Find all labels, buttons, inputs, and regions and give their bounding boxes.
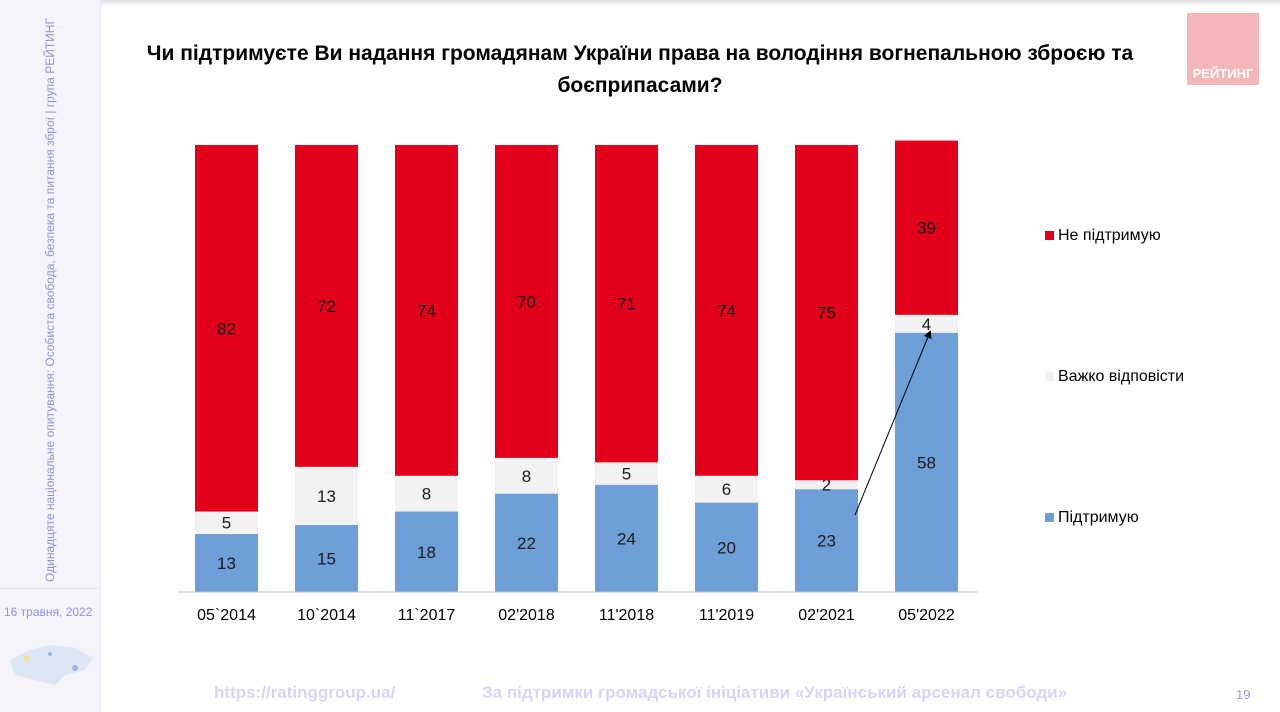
bar-segment [195, 511, 258, 534]
trend-arrow [854, 330, 932, 516]
data-label: 75 [817, 304, 836, 323]
bar-segment [895, 314, 958, 333]
data-label: 5 [222, 514, 231, 533]
legend-label: Важко відповісти [1058, 368, 1184, 385]
bar-segment [495, 493, 558, 592]
data-label: 82 [217, 319, 236, 338]
data-label: 15 [317, 549, 336, 568]
bar-segment [695, 502, 758, 592]
legend-label: Не підтримую [1058, 227, 1161, 244]
data-label: 71 [617, 295, 636, 314]
data-label: 8 [422, 485, 431, 504]
data-label: 20 [717, 538, 736, 557]
bar-segment [395, 145, 458, 476]
data-label: 5 [622, 465, 631, 484]
x-tick-label: 11'2019 [699, 607, 754, 624]
data-label: 18 [417, 543, 436, 562]
bar-segment [295, 524, 358, 592]
bar-segment [195, 145, 258, 512]
legend-swatch [1045, 231, 1054, 240]
rating-logo: РЕЙТИНГ [1187, 13, 1259, 85]
data-label: 23 [817, 532, 836, 551]
data-label: 2 [822, 476, 831, 495]
bar-segment [295, 145, 358, 467]
bar-segment [595, 145, 658, 463]
data-label: 39 [917, 219, 936, 238]
bar-segment [795, 480, 858, 490]
bar-segment [495, 457, 558, 494]
data-label: 72 [317, 297, 336, 316]
data-label: 74 [717, 301, 736, 320]
data-label: 24 [617, 529, 636, 548]
x-tick-label: 10`2014 [297, 607, 356, 624]
bar-segment [295, 466, 358, 525]
page-number: 19 [1236, 687, 1251, 702]
chart-title: Чи підтримуєте Ви надання громадянам Укр… [146, 42, 1134, 97]
data-label: 13 [317, 487, 336, 506]
data-label: 8 [522, 467, 531, 486]
website-link[interactable]: https://ratinggroup.ua/ [214, 683, 396, 702]
sidebar: Одинадцяте національне опитування: Особи… [0, 0, 101, 712]
x-tick-label: 05'2022 [898, 607, 955, 624]
data-label: 70 [517, 292, 536, 311]
legend-swatch [1045, 513, 1054, 522]
legend-swatch [1045, 372, 1054, 381]
x-tick-label: 11'2018 [599, 607, 654, 624]
bar-segment [495, 145, 558, 458]
bar-segment [895, 140, 958, 315]
date-label: 16 травня, 2022 [4, 605, 93, 619]
bar-segment [595, 462, 658, 485]
support-note: За підтримки громадської ініціативи «Укр… [482, 683, 1068, 702]
x-tick-label: 11`2017 [398, 607, 456, 624]
bar-segment [795, 145, 858, 481]
bar-segment [695, 475, 758, 503]
data-label: 22 [517, 534, 536, 553]
bar-segment [795, 489, 858, 592]
bar-segment [895, 332, 958, 592]
bar-segment [395, 511, 458, 592]
legend-label: Підтримую [1058, 509, 1139, 526]
data-label: 13 [217, 554, 236, 573]
data-label: 58 [917, 453, 936, 472]
bar-segment [395, 475, 458, 512]
x-tick-label: 05`2014 [197, 607, 256, 624]
logo-text: РЕЙТИНГ [1192, 66, 1254, 81]
bar-segment [195, 533, 258, 592]
x-tick-label: 02'2018 [498, 607, 555, 624]
ukraine-map-icon [10, 645, 93, 685]
bar-segment [595, 484, 658, 592]
data-label: 74 [417, 301, 436, 320]
data-label: 4 [922, 315, 931, 334]
bar-segment [695, 145, 758, 476]
data-label: 6 [722, 480, 731, 499]
top-bar [0, 0, 1280, 6]
x-tick-label: 02'2021 [798, 607, 855, 624]
divider [0, 588, 100, 589]
